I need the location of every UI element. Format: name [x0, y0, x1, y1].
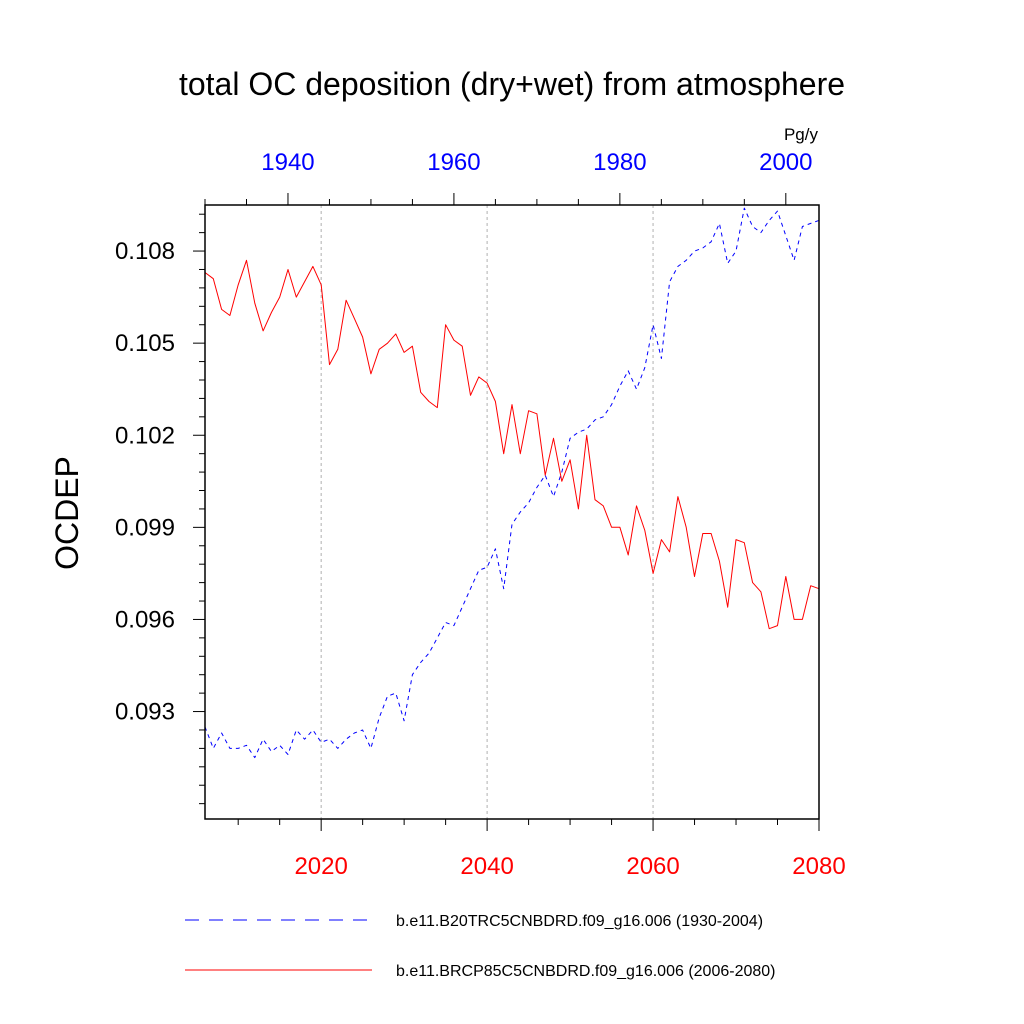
y-axis-tick-label: 0.105	[115, 330, 175, 357]
plot-frame	[204, 204, 820, 820]
chart-title: total OC deposition (dry+wet) from atmos…	[179, 66, 845, 102]
bottom-axis-tick-label: 2080	[792, 853, 845, 880]
series-line-1	[204, 207, 820, 759]
y-axis-label: OCDEP	[49, 456, 85, 570]
series-line-2	[204, 259, 820, 630]
top-axis-tick-label: 1940	[261, 149, 314, 176]
y-axis-tick-label: 0.108	[115, 238, 175, 265]
units-label: Pg/y	[784, 125, 819, 144]
y-axis-tick-label: 0.096	[115, 606, 175, 633]
axes: 2020 2040 2060 2080 1940 1960 1980 2000 0.093 0.0…	[115, 149, 846, 880]
bottom-axis-tick-label: 2040	[460, 853, 513, 880]
series-layer	[204, 207, 820, 759]
y-axis-tick-label: 0.093	[115, 699, 175, 726]
y-axis-tick-label: 0.099	[115, 514, 175, 541]
top-axis-tick-label: 1980	[593, 149, 646, 176]
top-axis-tick-label: 2000	[759, 149, 812, 176]
top-axis-tick-label: 1960	[427, 149, 480, 176]
bottom-axis-tick-label: 2020	[294, 853, 347, 880]
bottom-axis-tick-label: 2060	[626, 853, 679, 880]
legend: b.e11.B20TRC5CNBDRD.f09_g16.006 (1930-20…	[185, 913, 775, 980]
grid-lines	[320, 205, 654, 819]
legend-entry-series2: b.e11.BRCP85C5CNBDRD.f09_g16.006 (2006-2…	[396, 963, 775, 980]
legend-entry-series1: b.e11.B20TRC5CNBDRD.f09_g16.006 (1930-20…	[396, 913, 763, 930]
y-axis-tick-label: 0.102	[115, 422, 175, 449]
